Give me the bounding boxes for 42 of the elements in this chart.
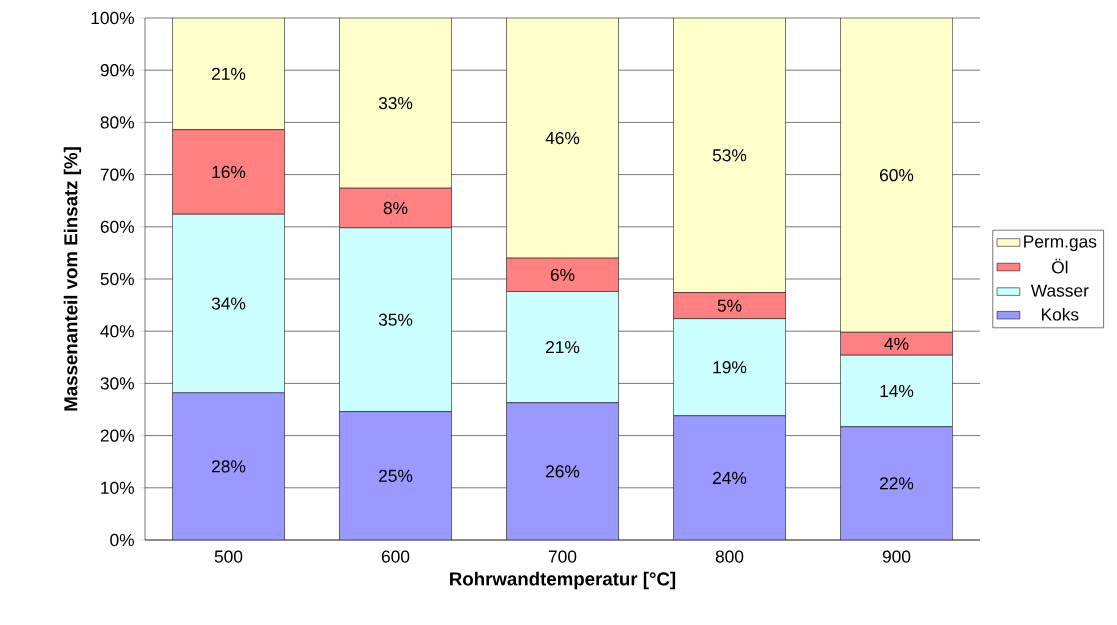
- y-tick-label: 0%: [110, 533, 134, 547]
- data-label: 6%: [550, 268, 575, 281]
- data-label: 22%: [880, 477, 914, 490]
- y-axis-title: Massenanteil vom Einsatz [%]: [63, 147, 82, 411]
- x-tick-label: 900: [882, 550, 911, 563]
- legend-label: Koks: [1042, 307, 1079, 321]
- y-tick-label: 100%: [91, 11, 134, 25]
- data-label: 35%: [378, 313, 413, 326]
- data-label: 33%: [378, 96, 413, 110]
- y-tick-label: 60%: [100, 220, 134, 233]
- data-label: 24%: [713, 471, 747, 484]
- legend-label: Wasser: [1030, 284, 1089, 297]
- y-tick-label: 10%: [101, 481, 134, 494]
- x-tick-label: 800: [715, 550, 744, 563]
- data-label: 34%: [211, 297, 246, 310]
- data-label: 60%: [880, 168, 914, 182]
- y-tick-label: 90%: [100, 64, 134, 77]
- y-tick-label: 80%: [100, 116, 134, 129]
- legend-label: Perm.gas: [1024, 235, 1097, 252]
- data-label: 19%: [713, 361, 747, 374]
- y-tick-label: 70%: [100, 168, 134, 181]
- data-label: 5%: [717, 299, 742, 312]
- data-label: 16%: [212, 165, 246, 179]
- data-label: 26%: [546, 465, 580, 478]
- data-label: 21%: [212, 67, 246, 80]
- data-label: 53%: [712, 149, 747, 162]
- data-label: 28%: [212, 460, 246, 473]
- x-tick-label: 500: [214, 550, 243, 563]
- y-tick-label: 20%: [100, 429, 134, 442]
- x-tick-label: 600: [381, 550, 410, 563]
- data-label: 21%: [546, 341, 580, 354]
- x-axis-title: Rohrwandtemperatur [°C]: [450, 571, 676, 590]
- legend-label: Öl: [1051, 258, 1068, 274]
- y-tick-label: 30%: [100, 377, 134, 390]
- y-tick-label: 50%: [100, 272, 134, 286]
- data-label: 46%: [545, 131, 580, 145]
- data-label: 8%: [383, 201, 408, 215]
- data-label: 14%: [880, 384, 914, 398]
- data-label: 4%: [884, 337, 909, 350]
- x-tick-label: 700: [548, 550, 577, 563]
- y-tick-label: 40%: [100, 325, 134, 338]
- data-label: 25%: [379, 469, 413, 482]
